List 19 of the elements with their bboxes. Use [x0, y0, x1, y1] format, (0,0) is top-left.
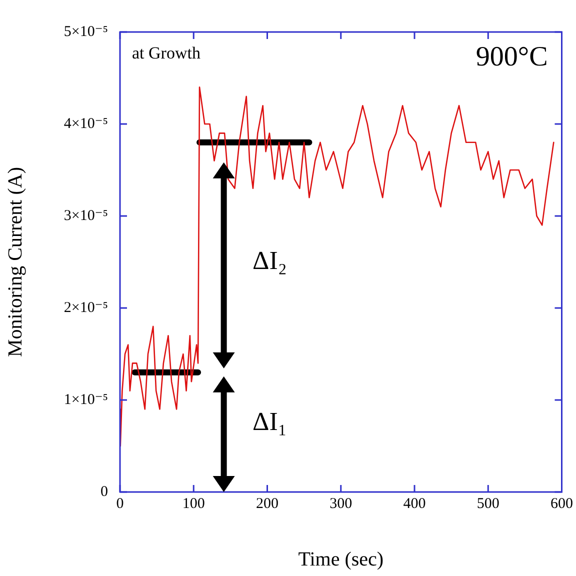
x-tick-label: 300 [330, 496, 352, 512]
x-tick-label: 500 [476, 496, 500, 512]
y-tick-label: 1×10⁻⁵ [64, 392, 108, 408]
annotation: at Growth [132, 43, 201, 62]
x-tick-label: 200 [256, 496, 278, 512]
y-axis-title: Monitoring Current (A) [4, 167, 26, 357]
x-tick-label: 0 [116, 496, 124, 512]
y-tick-label: 5×10⁻⁵ [64, 24, 108, 40]
x-tick-label: 600 [550, 496, 573, 512]
x-axis-title: Time (sec) [298, 548, 384, 570]
y-tick-label: 2×10⁻⁵ [64, 300, 108, 316]
annotation: 900°C [476, 41, 548, 72]
x-tick-label: 100 [182, 496, 205, 512]
y-tick-label: 0 [100, 484, 108, 500]
y-tick-label: 3×10⁻⁵ [64, 208, 108, 224]
y-tick-label: 4×10⁻⁵ [64, 116, 108, 132]
annotation: ΔI₂ [252, 246, 287, 275]
annotation: ΔI₁ [252, 406, 287, 436]
x-tick-label: 400 [403, 496, 426, 512]
